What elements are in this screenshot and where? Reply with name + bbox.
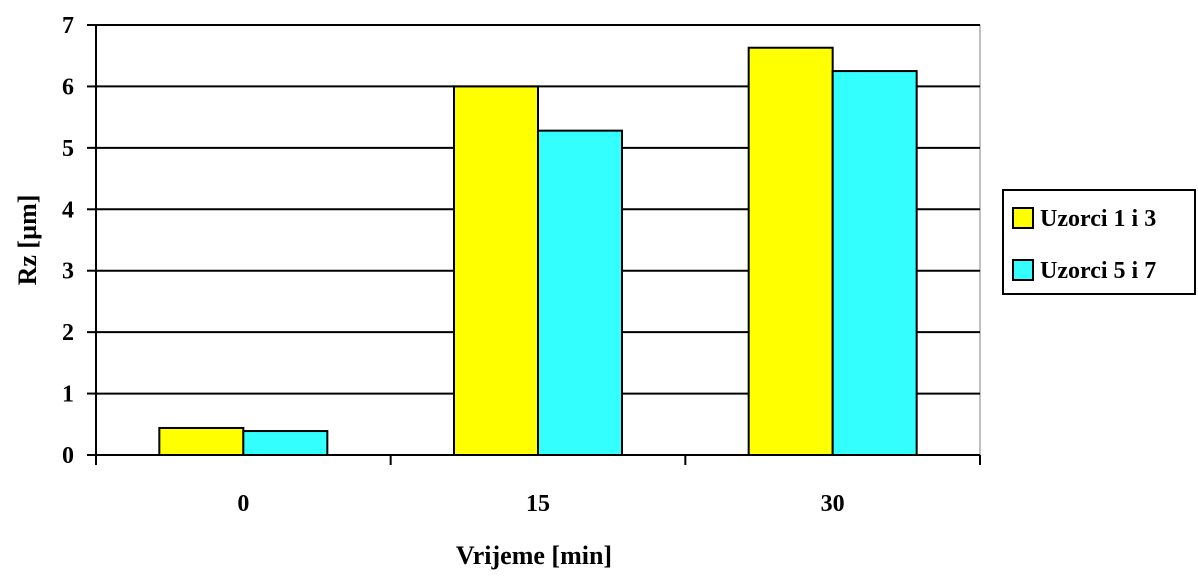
legend-swatch xyxy=(1012,207,1034,229)
legend-label: Uzorci 1 i 3 xyxy=(1040,206,1156,232)
legend-box xyxy=(1002,189,1196,295)
legend: Uzorci 1 i 3 Uzorci 5 i 7 xyxy=(1002,189,1196,295)
bar xyxy=(242,430,329,456)
y-axis-title: Rz [µm] xyxy=(13,195,42,286)
bar xyxy=(747,46,834,456)
x-tick-label: 15 xyxy=(526,491,550,517)
tick-labels: 0 1 2 3 4 5 6 7 0 15 30 xyxy=(62,13,845,517)
y-tick-label: 3 xyxy=(62,259,74,285)
bar xyxy=(453,85,539,457)
y-tick-label: 6 xyxy=(62,74,74,100)
bar xyxy=(158,426,245,457)
x-tick-label: 0 xyxy=(237,491,249,517)
x-tick-label: 30 xyxy=(821,491,845,517)
axes xyxy=(87,24,981,465)
legend-label: Uzorci 5 i 7 xyxy=(1040,258,1156,284)
y-tick-label: 0 xyxy=(62,443,74,469)
y-tick-label: 1 xyxy=(62,382,74,408)
y-tick-label: 4 xyxy=(62,197,74,223)
bar xyxy=(537,129,623,457)
y-tick-label: 5 xyxy=(62,136,74,162)
y-tick-label: 7 xyxy=(62,13,74,39)
legend-swatch xyxy=(1012,259,1034,281)
bar xyxy=(831,70,918,456)
y-tick-label: 2 xyxy=(62,320,74,346)
x-axis-title: Vrijeme [min] xyxy=(456,541,612,570)
bars xyxy=(158,46,918,457)
